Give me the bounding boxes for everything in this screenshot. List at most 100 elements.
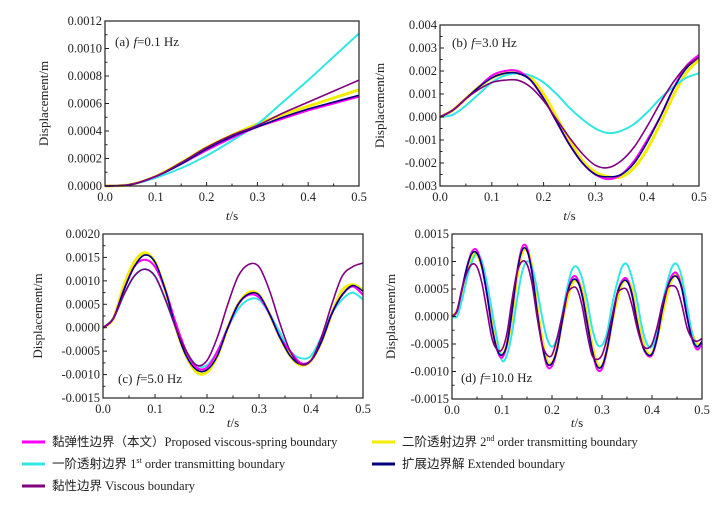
frequency-value: =10.0 Hz	[484, 370, 533, 385]
legend-item-extended: 扩展边界解 Extended boundary	[372, 457, 566, 471]
panel-letter: (c)	[118, 371, 132, 386]
panel-label: (b) f=3.0 Hz	[452, 35, 517, 50]
y-tick-label: -0.0015	[410, 392, 449, 406]
y-tick-label: -0.002	[405, 156, 437, 170]
y-tick-label: 0.0015	[66, 250, 100, 264]
legend-label: 黏弹性边界（本文）Proposed viscous-spring boundar…	[52, 434, 338, 449]
x-tick-label: 0.1	[148, 190, 164, 204]
legend-item-viscous: 黏性边界 Viscous boundary	[22, 479, 196, 493]
y-tick-label: 0.003	[409, 41, 437, 55]
y-tick-label: -0.0015	[61, 391, 100, 405]
x-tick-label: 0.5	[351, 190, 367, 204]
series-line-extended	[102, 254, 364, 373]
x-tick-label: 0.0	[95, 402, 111, 416]
y-tick-label: 0.000	[409, 110, 437, 124]
legend-label-superscript: st	[136, 456, 142, 465]
panel-letter: (a)	[115, 34, 129, 49]
y-tick-label: 0.001	[409, 87, 437, 101]
legend-item-first: 一阶透射边界 1st order transmitting boundary	[22, 456, 286, 471]
y-tick-label: 0.0020	[66, 227, 100, 241]
y-tick-label: -0.0005	[410, 337, 449, 351]
x-tick-label: 0.4	[300, 190, 316, 204]
x-tick-label: 0.4	[639, 190, 655, 204]
series-line-first	[102, 268, 364, 368]
legend-label-text: order transmitting boundary	[142, 457, 286, 471]
x-axis-label-var: t	[226, 208, 230, 223]
legend-label-text: 二阶透射边界 2	[402, 434, 486, 449]
x-tick-label: 0.3	[594, 403, 610, 417]
y-tick-label: 0.0010	[68, 42, 102, 56]
x-tick-label: 0.2	[536, 190, 552, 204]
frequency-value: =5.0 Hz	[140, 371, 182, 386]
y-tick-label: 0.0010	[415, 255, 449, 269]
y-tick-label: 0.0000	[415, 310, 449, 324]
legend-label-text: 黏性边界 Viscous boundary	[52, 479, 196, 493]
y-tick-label: 0.0006	[68, 97, 102, 111]
x-axis-label-var: t	[227, 415, 231, 430]
series-line-extended	[439, 56, 700, 178]
legend-item-proposed: 黏弹性边界（本文）Proposed viscous-spring boundar…	[22, 434, 338, 449]
x-tick-label: 0.5	[691, 190, 707, 204]
x-tick-label: 0.0	[97, 190, 113, 204]
x-axis-label-unit: /s	[574, 415, 583, 430]
legend: 黏弹性边界（本文）Proposed viscous-spring boundar…	[22, 434, 639, 493]
y-tick-label: 0.0000	[66, 321, 100, 335]
y-tick-label: -0.0010	[61, 368, 100, 382]
x-axis-label-var: t	[571, 415, 575, 430]
y-tick-label: 0.0010	[66, 274, 100, 288]
panel-label: (c) f=5.0 Hz	[118, 371, 182, 386]
x-axis-label: t/s	[563, 208, 575, 223]
series-line-viscous	[439, 56, 700, 169]
x-tick-label: 0.4	[303, 402, 319, 416]
panel-letter: (d)	[461, 370, 476, 385]
x-axis-label-unit: /s	[567, 208, 576, 223]
frequency-symbol: f	[480, 370, 486, 385]
chart-panel-a: 0.0 0.1 0.2 0.3 0.4 0.5 0.0000 0.0002 0.0004 0.00…	[36, 14, 367, 223]
legend-label-text: 黏弹性边界（本文）Proposed viscous-spring boundar…	[52, 434, 338, 449]
y-tick-label: 0.0012	[68, 14, 102, 28]
x-tick-label: 0.1	[494, 403, 510, 417]
legend-label: 一阶透射边界 1st order transmitting boundary	[52, 456, 286, 471]
legend-item-second: 二阶透射边界 2nd order transmitting boundary	[372, 434, 639, 449]
y-tick-label: 0.0002	[68, 152, 102, 166]
x-tick-label: 0.3	[588, 190, 604, 204]
x-tick-label: 0.1	[147, 402, 163, 416]
x-tick-label: 0.2	[199, 190, 215, 204]
panel-label: (d) f=10.0 Hz	[461, 370, 533, 385]
chart-panel-c: 0.0 0.1 0.2 0.3 0.4 0.5 -0.0015 -0.0010 -0.0005 0…	[30, 227, 371, 430]
x-tick-label: 0.3	[251, 402, 267, 416]
y-tick-label: 0.0005	[415, 282, 449, 296]
panel-letter: (b)	[452, 35, 467, 50]
y-tick-label: 0.0000	[68, 179, 102, 193]
frequency-symbol: f	[133, 34, 139, 49]
y-axis-label: Displacement/m	[383, 274, 398, 359]
x-tick-label: 0.2	[199, 402, 215, 416]
y-tick-label: -0.0010	[410, 365, 449, 379]
y-tick-label: -0.0005	[61, 344, 100, 358]
frequency-value: =3.0 Hz	[475, 35, 517, 50]
series-line-extended	[451, 246, 703, 369]
series-line-viscous	[104, 79, 360, 187]
legend-label-superscript: nd	[486, 434, 494, 443]
x-axis-label: t/s	[571, 415, 583, 430]
series-line-first	[104, 32, 360, 187]
legend-label-text: 一阶透射边界 1	[52, 456, 136, 471]
x-tick-label: 0.5	[694, 403, 710, 417]
chart-panel-b: 0.0 0.1 0.2 0.3 0.4 0.5 -0.003 -0.002 -0.001 0.00…	[372, 18, 707, 223]
x-tick-label: 0.1	[484, 190, 500, 204]
frequency-symbol: f	[471, 35, 477, 50]
x-axis-label-var: t	[563, 208, 567, 223]
x-axis-label: t/s	[227, 415, 239, 430]
series-line-viscous	[451, 260, 703, 361]
y-tick-label: 0.004	[409, 18, 438, 32]
y-axis-label: Displacement/m	[30, 273, 45, 358]
y-tick-label: -0.003	[405, 179, 437, 193]
legend-label-text: order transmitting boundary	[494, 435, 638, 449]
x-axis-label: t/s	[226, 208, 238, 223]
series-line-viscous	[102, 262, 364, 367]
panel-label: (a) f=0.1 Hz	[115, 34, 179, 49]
y-tick-label: 0.002	[409, 64, 437, 78]
x-tick-label: 0.0	[444, 403, 460, 417]
y-tick-label: 0.0008	[68, 69, 102, 83]
